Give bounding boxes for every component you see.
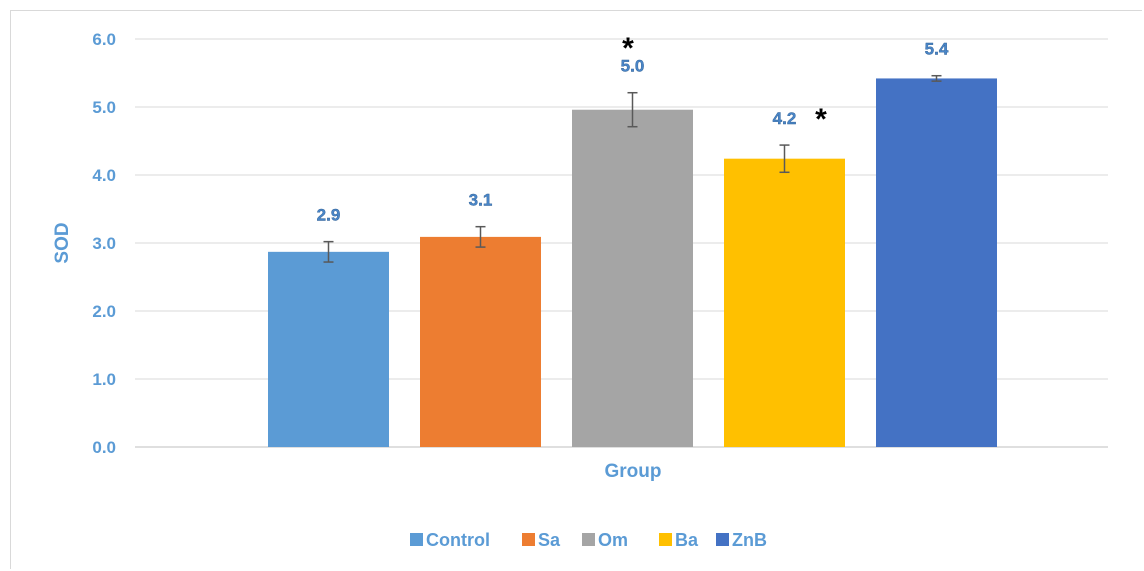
legend: Control Sa Om Ba ZnB: [410, 530, 767, 550]
legend-swatch: [716, 533, 729, 546]
error-bars: [323, 74, 942, 263]
y-tick-label: 6.0: [92, 30, 116, 49]
y-tick-label: 1.0: [92, 370, 116, 389]
legend-entry: Om: [598, 530, 628, 550]
y-tick-label: 0.0: [92, 438, 116, 457]
chart-frame: [10, 10, 1142, 569]
bar-sa: [420, 236, 541, 447]
bar-control: [268, 251, 389, 447]
legend-entry: ZnB: [732, 530, 767, 550]
bar-om: [572, 109, 693, 447]
y-axis-title: SOD: [52, 222, 73, 263]
significance-marks: **: [622, 32, 827, 136]
legend-swatch: [582, 533, 595, 546]
legend-entry: Sa: [538, 530, 561, 550]
significance-star: *: [815, 103, 827, 136]
bars: [268, 78, 997, 447]
bar-ba: [724, 158, 845, 447]
y-tick-label: 5.0: [92, 98, 116, 117]
legend-swatch: [410, 533, 423, 546]
legend-swatch: [659, 533, 672, 546]
significance-star: *: [622, 32, 634, 65]
legend-entry: Control: [426, 530, 490, 550]
data-label: 5.0: [621, 57, 645, 76]
legend-swatch: [522, 533, 535, 546]
y-tick-label: 4.0: [92, 166, 116, 185]
data-label: 2.9: [317, 206, 341, 225]
y-tick-label: 3.0: [92, 234, 116, 253]
y-axis-ticks: 0.0 1.0 2.0 3.0 4.0 5.0 6.0: [92, 30, 116, 457]
bar-znb: [876, 78, 997, 447]
data-labels: 2.9 3.1 5.0 4.2 5.4: [316, 40, 949, 225]
data-label: 4.2: [773, 109, 797, 128]
x-axis-title: Group: [605, 461, 662, 482]
y-tick-label: 2.0: [92, 302, 116, 321]
data-label: 3.1: [469, 191, 493, 210]
data-label: 5.4: [925, 40, 949, 59]
legend-entry: Ba: [675, 530, 699, 550]
